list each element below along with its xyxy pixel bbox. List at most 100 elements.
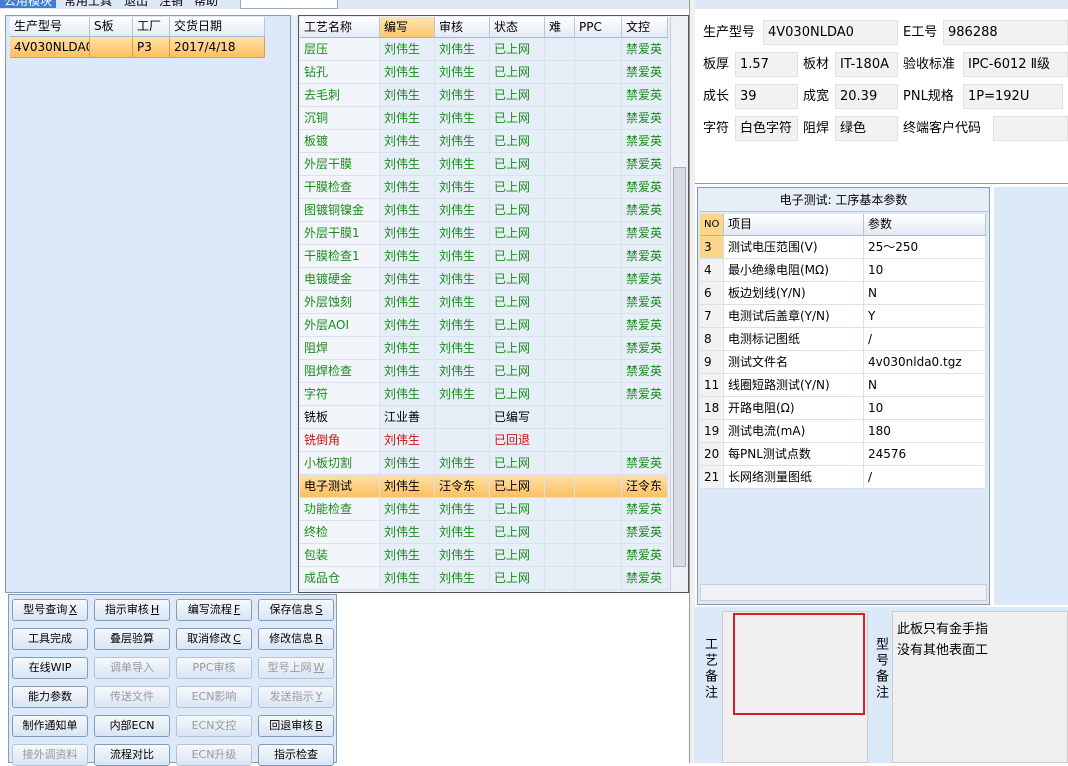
field-value[interactable]: IPC-6012 Ⅱ级 bbox=[963, 52, 1068, 77]
param-cell[interactable]: 长网络测量图纸 bbox=[724, 466, 864, 489]
param-cell[interactable]: 电测标记图纸 bbox=[724, 328, 864, 351]
process-cell[interactable]: 禁爱英 bbox=[622, 498, 668, 521]
process-cell[interactable]: 禁爱英 bbox=[622, 291, 668, 314]
param-cell[interactable]: 4v030nlda0.tgz bbox=[864, 351, 986, 374]
process-cell[interactable]: 禁爱英 bbox=[622, 245, 668, 268]
process-cell[interactable] bbox=[545, 176, 575, 199]
process-cell[interactable] bbox=[545, 567, 575, 590]
process-cell[interactable] bbox=[575, 452, 622, 475]
process-cell[interactable] bbox=[575, 337, 622, 360]
process-cell[interactable] bbox=[545, 107, 575, 130]
process-cell[interactable]: 板镀 bbox=[300, 130, 380, 153]
action-button[interactable]: 型号查询 X bbox=[12, 599, 88, 621]
process-cell[interactable]: 已上网 bbox=[490, 475, 545, 498]
menu-item[interactable]: 公用模块 bbox=[0, 0, 57, 8]
param-cell[interactable]: / bbox=[864, 466, 986, 489]
process-cell[interactable]: 已上网 bbox=[490, 38, 545, 61]
process-cell[interactable]: 干膜检查1 bbox=[300, 245, 380, 268]
param-cell[interactable]: 最小绝缘电阻(MΩ) bbox=[724, 259, 864, 282]
process-cell[interactable]: 干膜检查 bbox=[300, 176, 380, 199]
action-button[interactable]: 指示审核 H bbox=[94, 599, 170, 621]
process-cell[interactable]: 禁爱英 bbox=[622, 383, 668, 406]
process-cell[interactable]: 禁爱英 bbox=[622, 521, 668, 544]
process-cell[interactable] bbox=[575, 521, 622, 544]
order-cell[interactable] bbox=[90, 37, 133, 58]
param-cell[interactable]: 25～250 bbox=[864, 236, 986, 259]
process-cell[interactable]: 刘伟生 bbox=[435, 268, 490, 291]
process-cell[interactable]: 刘伟生 bbox=[435, 544, 490, 567]
process-cell[interactable] bbox=[575, 176, 622, 199]
process-cell[interactable]: 刘伟生 bbox=[435, 84, 490, 107]
param-cell[interactable]: 开路电阻(Ω) bbox=[724, 397, 864, 420]
order-cell[interactable]: 2017/4/18 bbox=[170, 37, 265, 58]
action-button[interactable]: 编写流程 F bbox=[176, 599, 252, 621]
param-cell[interactable]: 线圈短路测试(Y/N) bbox=[724, 374, 864, 397]
process-cell[interactable]: 铣倒角 bbox=[300, 429, 380, 452]
param-cell[interactable]: 10 bbox=[864, 259, 986, 282]
param-cell[interactable]: 24576 bbox=[864, 443, 986, 466]
process-cell[interactable]: 江业善 bbox=[380, 406, 435, 429]
process-cell[interactable]: 刘伟生 bbox=[435, 291, 490, 314]
param-cell[interactable]: N bbox=[864, 374, 986, 397]
model-remark-box[interactable]: 此板只有金手指 没有其他表面工 bbox=[892, 611, 1068, 763]
param-cell[interactable]: 19 bbox=[700, 420, 724, 443]
field-value[interactable] bbox=[993, 116, 1068, 141]
field-value[interactable]: 39 bbox=[735, 84, 798, 109]
process-cell[interactable]: 刘伟生 bbox=[435, 498, 490, 521]
process-cell[interactable] bbox=[575, 314, 622, 337]
param-cell[interactable]: 3 bbox=[700, 236, 724, 259]
process-cell[interactable]: 刘伟生 bbox=[435, 199, 490, 222]
process-cell[interactable]: 外层干膜1 bbox=[300, 222, 380, 245]
process-cell[interactable]: 图镀铜镍金 bbox=[300, 199, 380, 222]
param-cell[interactable]: Y bbox=[864, 305, 986, 328]
process-cell[interactable]: 刘伟生 bbox=[380, 176, 435, 199]
process-cell[interactable] bbox=[545, 38, 575, 61]
order-cell[interactable]: 4V030NLDA0 bbox=[10, 37, 90, 58]
process-cell[interactable] bbox=[575, 38, 622, 61]
process-cell[interactable] bbox=[545, 452, 575, 475]
process-cell[interactable]: 刘伟生 bbox=[380, 383, 435, 406]
action-button[interactable]: 工具完成 bbox=[12, 628, 88, 650]
process-cell[interactable] bbox=[545, 383, 575, 406]
action-button[interactable]: 修改信息 R bbox=[258, 628, 334, 650]
process-cell[interactable] bbox=[622, 429, 668, 452]
process-cell[interactable] bbox=[545, 521, 575, 544]
process-cell[interactable]: 刘伟生 bbox=[435, 153, 490, 176]
process-cell[interactable]: 刘伟生 bbox=[380, 38, 435, 61]
process-cell[interactable]: 钻孔 bbox=[300, 61, 380, 84]
process-cell[interactable]: 沉铜 bbox=[300, 107, 380, 130]
process-cell[interactable]: 禁爱英 bbox=[622, 153, 668, 176]
action-button[interactable]: 内部ECN bbox=[94, 715, 170, 737]
process-cell[interactable]: 已编写 bbox=[490, 406, 545, 429]
param-cell[interactable]: 每PNL测试点数 bbox=[724, 443, 864, 466]
process-cell[interactable]: 刘伟生 bbox=[435, 521, 490, 544]
param-cell[interactable]: N bbox=[864, 282, 986, 305]
process-cell[interactable]: 已上网 bbox=[490, 61, 545, 84]
process-cell[interactable] bbox=[575, 498, 622, 521]
process-cell[interactable]: 已上网 bbox=[490, 176, 545, 199]
process-cell[interactable] bbox=[545, 61, 575, 84]
process-cell[interactable]: 成品仓 bbox=[300, 567, 380, 590]
process-cell[interactable]: 已上网 bbox=[490, 360, 545, 383]
process-cell[interactable] bbox=[545, 429, 575, 452]
process-cell[interactable]: 刘伟生 bbox=[380, 452, 435, 475]
param-cell[interactable]: 20 bbox=[700, 443, 724, 466]
param-cell[interactable]: 4 bbox=[700, 259, 724, 282]
process-cell[interactable]: 刘伟生 bbox=[380, 199, 435, 222]
process-cell[interactable] bbox=[545, 337, 575, 360]
param-cell[interactable]: 8 bbox=[700, 328, 724, 351]
process-cell[interactable] bbox=[575, 544, 622, 567]
process-cell[interactable]: 外层AOI bbox=[300, 314, 380, 337]
process-cell[interactable]: 刘伟生 bbox=[380, 268, 435, 291]
process-cell[interactable]: 刘伟生 bbox=[435, 130, 490, 153]
menu-item[interactable]: 退出 bbox=[124, 0, 149, 8]
process-cell[interactable] bbox=[545, 130, 575, 153]
process-cell[interactable]: 刘伟生 bbox=[435, 360, 490, 383]
param-cell[interactable]: 7 bbox=[700, 305, 724, 328]
process-cell[interactable]: 刘伟生 bbox=[380, 521, 435, 544]
process-cell[interactable] bbox=[575, 429, 622, 452]
process-cell[interactable]: 已上网 bbox=[490, 544, 545, 567]
field-value[interactable]: 绿色 bbox=[835, 116, 898, 141]
param-cell[interactable]: 测试文件名 bbox=[724, 351, 864, 374]
action-button[interactable]: 叠层验算 bbox=[94, 628, 170, 650]
